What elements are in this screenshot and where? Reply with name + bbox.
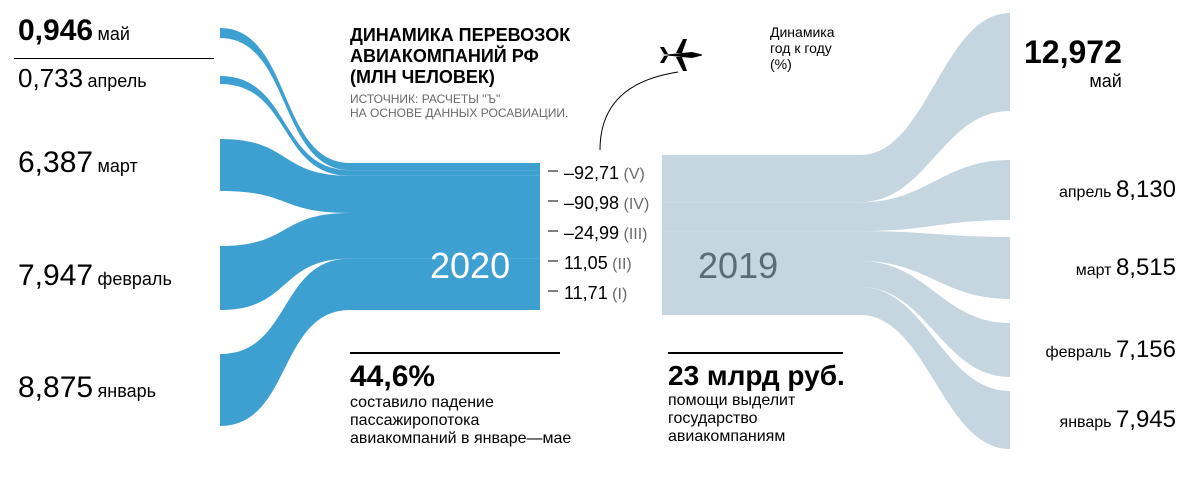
source-line: НА ОСНОВЕ ДАННЫХ РОСАВИАЦИИ. — [350, 106, 570, 120]
yoy-line: –90,98 (IV) — [564, 193, 649, 214]
stream-month: май — [98, 24, 130, 44]
legend-line: (%) — [770, 56, 834, 72]
left-foot-line: составило падение — [350, 394, 571, 412]
left-foot-line: авиакомпаний в январе—мае — [350, 430, 571, 448]
right-foot: 23 млрд руб. помощи выделит государство … — [668, 360, 845, 446]
airplane-icon — [658, 35, 706, 80]
stream-value: 8,515 — [1116, 254, 1176, 281]
yoy-line: –92,71 (V) — [564, 163, 645, 184]
year-2019-label: 2019 — [698, 245, 778, 287]
right-stream-label: 12,972май — [1024, 34, 1122, 92]
right-foot-line: авиакомпаниям — [668, 428, 845, 446]
yoy-number: –92,71 — [564, 163, 619, 183]
flow-svg — [0, 0, 1200, 504]
divider-left — [350, 352, 560, 354]
stream-month: февраль — [98, 269, 172, 289]
dynamics-legend: Динамика год к году (%) — [770, 24, 834, 72]
stream-value: 7,156 — [1116, 336, 1176, 363]
yoy-number: 11,71 — [564, 283, 608, 303]
stream-month: май — [1024, 71, 1122, 92]
legend-line: год к году — [770, 40, 834, 56]
stream-month: апрель — [88, 71, 147, 91]
year-2020-label: 2020 — [430, 245, 510, 287]
stream-value: 8,130 — [1116, 176, 1176, 203]
yoy-number: 11,05 — [564, 253, 608, 273]
yoy-line: 11,05 (II) — [564, 253, 632, 274]
stream-month: февраль — [1045, 344, 1111, 361]
left-stream-label: 7,947 февраль — [18, 259, 172, 293]
left-foot-line: пассажиропотока — [350, 412, 571, 430]
title-line: (МЛН ЧЕЛОВЕК) — [350, 67, 570, 88]
yoy-roman: (II) — [612, 256, 632, 273]
stream-month: январь — [1060, 414, 1112, 431]
stream-month: апрель — [1059, 184, 1112, 201]
title-line: АВИАКОМПАНИЙ РФ — [350, 46, 570, 67]
left-mouth-divider — [14, 58, 214, 59]
left-stream-label: 0,946 май — [18, 14, 130, 48]
yoy-roman: (III) — [624, 226, 648, 243]
yoy-line: –24,99 (III) — [564, 223, 648, 244]
yoy-roman: (I) — [612, 286, 627, 303]
stream-value: 7,947 — [18, 259, 93, 292]
connector-curve — [600, 72, 678, 150]
legend-line: Динамика — [770, 24, 834, 40]
right-stream-label: март 8,515 — [1076, 254, 1176, 282]
stream-value: 12,972 — [1024, 34, 1122, 70]
right-foot-line: государство — [668, 410, 845, 428]
title-line: ДИНАМИКА ПЕРЕВОЗОК — [350, 25, 570, 46]
right-stream-label: апрель 8,130 — [1059, 176, 1176, 204]
right-foot-line: помощи выделит — [668, 392, 845, 410]
header-title: ДИНАМИКА ПЕРЕВОЗОК АВИАКОМПАНИЙ РФ (МЛН … — [350, 25, 570, 120]
stream-month: январь — [98, 381, 156, 401]
yoy-roman: (V) — [624, 166, 645, 183]
stream-value: 0,733 — [18, 63, 83, 93]
stream-2020 — [220, 139, 540, 213]
left-stream-label: 8,875 январь — [18, 371, 156, 405]
infographic-root: ДИНАМИКА ПЕРЕВОЗОК АВИАКОМПАНИЙ РФ (МЛН … — [0, 0, 1200, 504]
left-foot-big: 44,6% — [350, 360, 571, 394]
stream-value: 8,875 — [18, 371, 93, 404]
yoy-roman: (IV) — [624, 196, 650, 213]
left-stream-label: 0,733 апрель — [18, 63, 147, 94]
yoy-number: –24,99 — [564, 223, 619, 243]
right-foot-big: 23 млрд руб. — [668, 360, 845, 392]
left-foot: 44,6% составило падение пассажиропотока … — [350, 360, 571, 448]
stream-value: 7,945 — [1116, 406, 1176, 433]
stream-month: март — [98, 156, 138, 176]
right-stream-label: февраль 7,156 — [1045, 336, 1176, 364]
stream-value: 0,946 — [18, 14, 93, 47]
right-stream-label: январь 7,945 — [1060, 406, 1176, 434]
stream-month: март — [1076, 262, 1112, 279]
divider-right — [668, 352, 843, 354]
left-stream-label: 6,387 март — [18, 146, 138, 180]
source-line: ИСТОЧНИК: РАСЧЕТЫ "Ъ" — [350, 92, 570, 106]
stream-value: 6,387 — [18, 146, 93, 179]
yoy-line: 11,71 (I) — [564, 283, 627, 304]
yoy-number: –90,98 — [564, 193, 619, 213]
